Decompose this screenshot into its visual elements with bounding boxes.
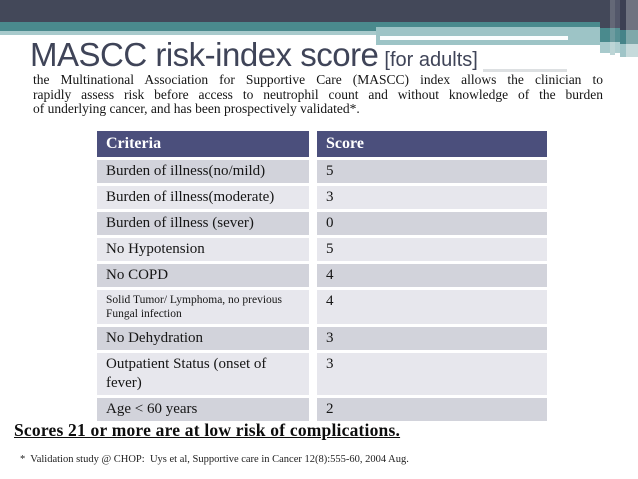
intro-line: the Multinational Association for Suppor… <box>33 72 603 87</box>
table-row: Solid Tumor/ Lymphoma, no previous Funga… <box>97 290 547 324</box>
criteria-header: Criteria <box>97 131 309 157</box>
slide-title: MASCC risk-index score [for adults] <box>30 36 478 74</box>
table-row: No Hypotension 5 <box>97 238 547 261</box>
corner-stripe <box>620 0 626 57</box>
criteria-cell: Burden of illness(no/mild) <box>97 160 309 183</box>
banner-gray-line <box>483 69 567 72</box>
table-row: Burden of illness(no/mild) 5 <box>97 160 547 183</box>
score-cell: 3 <box>317 327 547 350</box>
criteria-cell: Burden of illness(moderate) <box>97 186 309 209</box>
criteria-cell: No COPD <box>97 264 309 287</box>
score-cell: 3 <box>317 186 547 209</box>
criteria-cell: Outpatient Status (onset of fever) <box>97 353 309 395</box>
intro-line: rapidly assess risk before access to neu… <box>33 86 603 102</box>
score-cell: 4 <box>317 264 547 287</box>
score-cell: 3 <box>317 353 547 395</box>
mascc-score-table: Criteria Score Burden of illness(no/mild… <box>97 131 547 424</box>
table-row: Outpatient Status (onset of fever) 3 <box>97 353 547 395</box>
table-row: Burden of illness (sever) 0 <box>97 212 547 235</box>
table-row: Burden of illness(moderate) 3 <box>97 186 547 209</box>
banner-white-stripe <box>380 36 568 40</box>
intro-paragraph: the Multinational Association for Suppor… <box>33 72 603 117</box>
score-cell: 2 <box>317 398 547 421</box>
score-header: Score <box>317 131 547 157</box>
criteria-cell: Solid Tumor/ Lymphoma, no previous Funga… <box>97 290 309 324</box>
table-row: No COPD 4 <box>97 264 547 287</box>
conclusion-statement: Scores 21 or more are at low risk of com… <box>14 420 401 440</box>
intro-line: of underlying cancer, and has been prosp… <box>33 101 360 116</box>
table-row: Age < 60 years 2 <box>97 398 547 421</box>
score-cell: 5 <box>317 238 547 261</box>
banner-teal-bar <box>0 22 638 31</box>
score-cell: 4 <box>317 290 547 324</box>
corner-stripe <box>610 0 615 57</box>
corner-stripes-decoration <box>600 0 638 57</box>
criteria-cell: No Dehydration <box>97 327 309 350</box>
validation-footnote: * Validation study @ CHOP: Uys et al, Su… <box>20 454 409 465</box>
corner-stripe <box>615 0 620 57</box>
corner-stripe <box>626 0 638 57</box>
criteria-cell: Burden of illness (sever) <box>97 212 309 235</box>
score-cell: 5 <box>317 160 547 183</box>
score-cell: 0 <box>317 212 547 235</box>
table-row: No Dehydration 3 <box>97 327 547 350</box>
corner-stripe <box>600 0 610 57</box>
banner-dark-bar <box>0 0 638 22</box>
criteria-cell: Age < 60 years <box>97 398 309 421</box>
criteria-cell: No Hypotension <box>97 238 309 261</box>
slide-title-suffix: [for adults] <box>384 49 478 71</box>
slide-title-main: MASCC risk-index score <box>30 36 379 73</box>
table-header-row: Criteria Score <box>97 131 547 157</box>
banner-light-teal-bar <box>0 31 610 35</box>
